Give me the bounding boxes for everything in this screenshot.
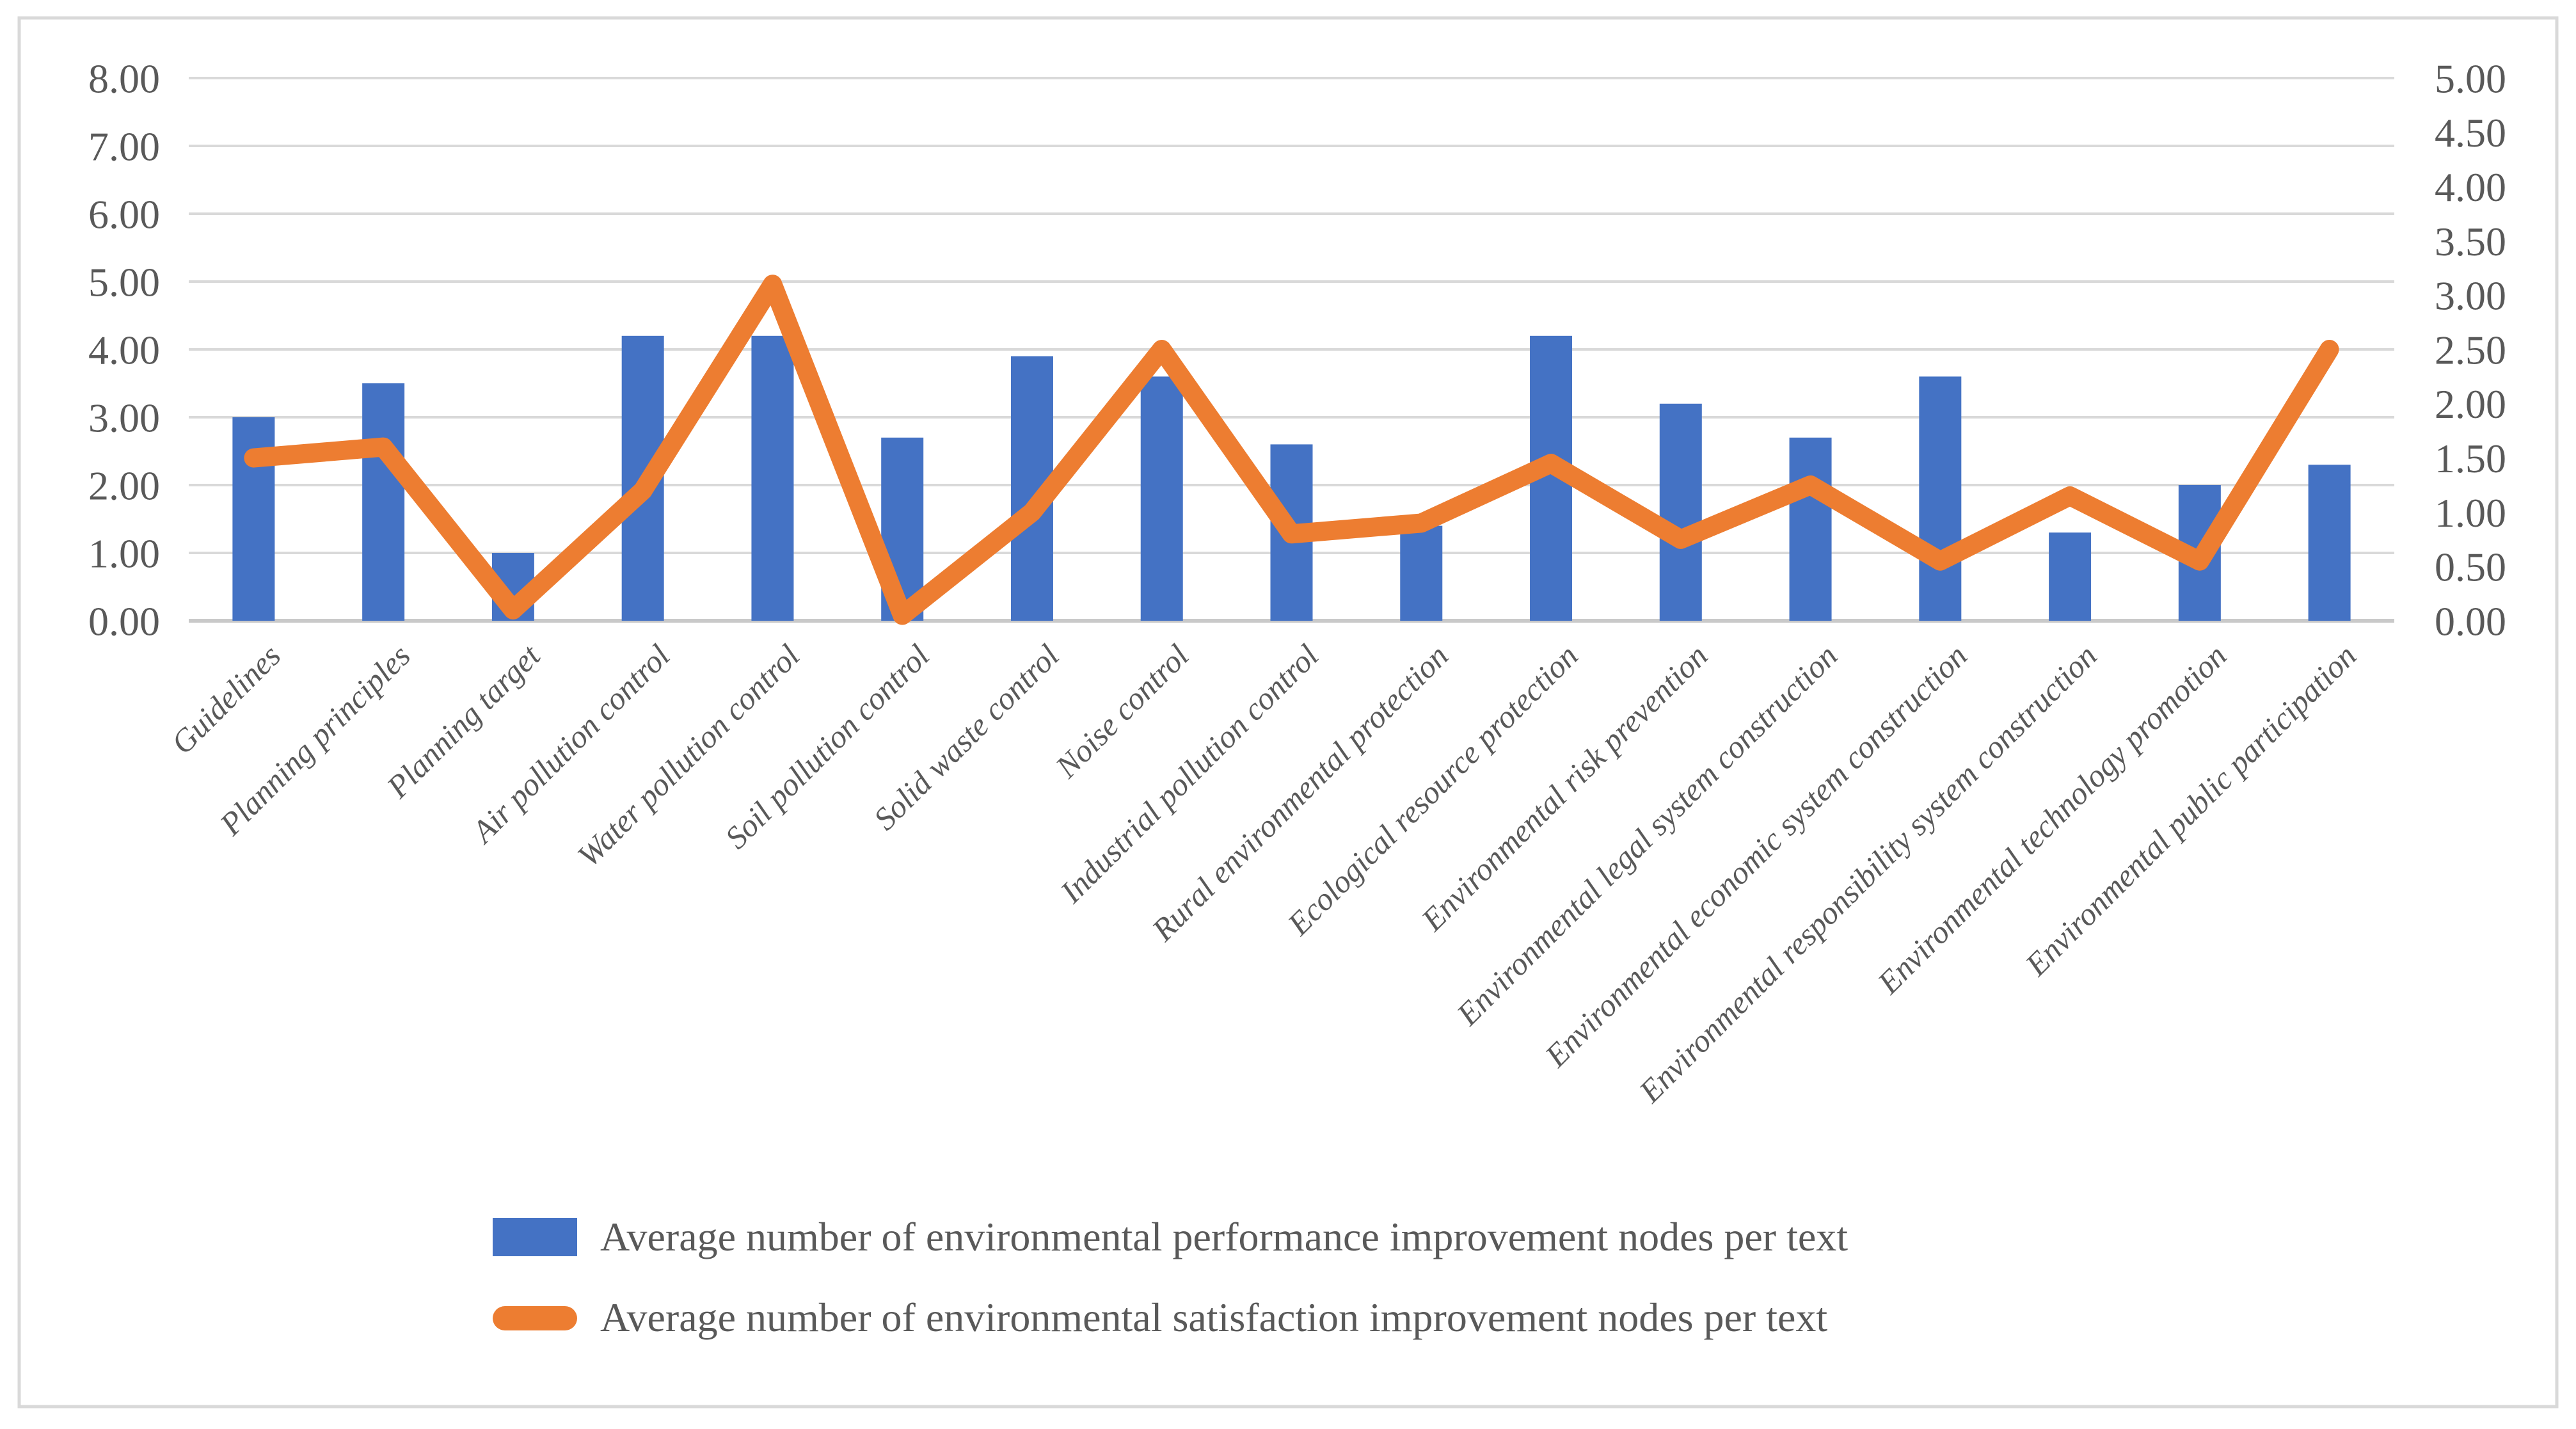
bar bbox=[1659, 403, 1702, 621]
right-axis-tick-label: 3.00 bbox=[2435, 273, 2506, 319]
chart-border bbox=[17, 16, 2559, 1409]
right-axis-tick-label: 4.50 bbox=[2435, 110, 2506, 156]
legend-line-swatch bbox=[493, 1305, 577, 1330]
right-axis-tick-label: 0.00 bbox=[2435, 598, 2506, 644]
right-axis-tick-label: 4.00 bbox=[2435, 164, 2506, 210]
left-axis-tick-label: 8.00 bbox=[88, 56, 160, 101]
bar bbox=[2049, 532, 2092, 621]
chart-plot-layer: 8.00 7.00 6.00 5.00 4.00 3.00 2.00 1.00 0.00 5.00… bbox=[17, 16, 2559, 1409]
right-axis-tick-label: 0.50 bbox=[2435, 545, 2506, 590]
legend-bar-swatch bbox=[493, 1218, 577, 1257]
left-axis-tick-label: 3.00 bbox=[88, 395, 160, 440]
bar bbox=[1789, 437, 1832, 621]
legend-row-satisfaction: Average number of environmental satisfac… bbox=[493, 1295, 2284, 1340]
left-axis-tick-label: 1.00 bbox=[88, 531, 160, 576]
legend-row-performance: Average number of environmental performa… bbox=[493, 1215, 2284, 1259]
bar bbox=[1400, 525, 1443, 621]
data-line bbox=[244, 275, 2339, 625]
left-axis-tick-label: 6.00 bbox=[88, 191, 160, 237]
bar bbox=[2308, 465, 2351, 621]
left-axis-tick-label: 5.00 bbox=[88, 259, 160, 305]
right-axis-tick-label: 1.00 bbox=[2435, 490, 2506, 536]
right-axis-tick-label: 2.00 bbox=[2435, 381, 2506, 427]
right-axis-tick-label: 5.00 bbox=[2435, 56, 2506, 101]
bar bbox=[1919, 376, 1962, 621]
right-axis-tick-label: 1.50 bbox=[2435, 436, 2506, 481]
left-axis-tick-label: 0.00 bbox=[88, 598, 160, 644]
bar bbox=[362, 383, 405, 621]
left-axis-tick-label: 2.00 bbox=[88, 463, 160, 508]
bar bbox=[1140, 376, 1183, 621]
bar bbox=[751, 335, 794, 621]
legend-line-label: Average number of environmental satisfac… bbox=[600, 1295, 1828, 1341]
left-axis-tick-label: 4.00 bbox=[88, 327, 160, 372]
legend-bar-label: Average number of environmental performa… bbox=[600, 1215, 1849, 1259]
right-axis-tick-label: 2.50 bbox=[2435, 327, 2506, 372]
left-axis-tick-label: 7.00 bbox=[88, 124, 160, 169]
right-axis-tick-label: 3.50 bbox=[2435, 219, 2506, 264]
legend: Average number of environmental performa… bbox=[493, 1215, 2284, 1340]
